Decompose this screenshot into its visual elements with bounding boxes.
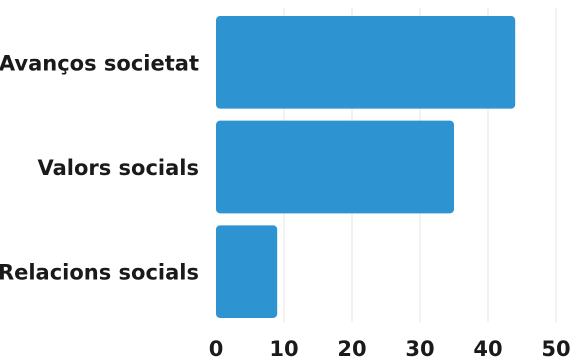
x-tick-label-40: 40 xyxy=(473,337,502,357)
bars xyxy=(216,16,516,318)
x-tick-label-10: 10 xyxy=(269,337,298,357)
x-axis-tick-labels: 0 10 20 30 40 50 xyxy=(209,337,570,357)
x-tick-label-0: 0 xyxy=(209,337,224,357)
bar-1 xyxy=(216,16,516,109)
category-label-2: Valors socials xyxy=(37,156,199,180)
category-labels: Avanços societat Valors socials Relacions … xyxy=(0,51,199,284)
x-tick-label-50: 50 xyxy=(541,337,570,357)
bar-2 xyxy=(216,120,454,214)
category-label-1: Avanços societat xyxy=(0,51,199,75)
bar-3 xyxy=(216,225,278,318)
category-label-3: Relacions socials xyxy=(0,261,199,285)
x-tick-label-20: 20 xyxy=(337,337,366,357)
x-tick-label-30: 30 xyxy=(405,337,434,357)
